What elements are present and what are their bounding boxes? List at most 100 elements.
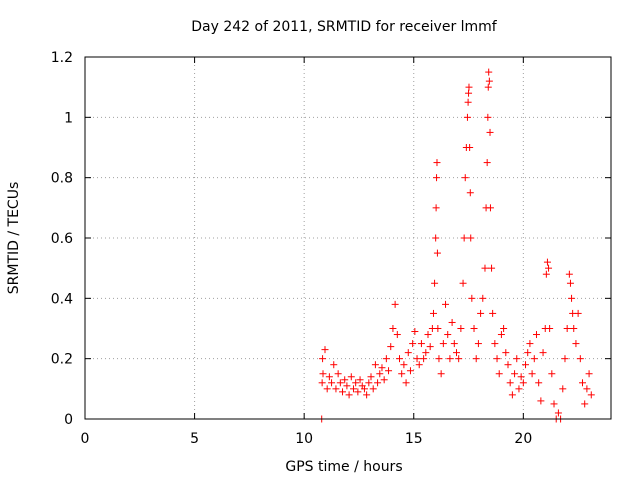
- data-point: [455, 355, 463, 363]
- data-point: [483, 159, 491, 167]
- y-tick-label: 0.6: [51, 231, 73, 247]
- data-point: [566, 279, 574, 287]
- data-point: [374, 379, 382, 387]
- data-point: [574, 309, 582, 317]
- data-point: [548, 370, 556, 378]
- data-point: [491, 340, 499, 348]
- data-point: [465, 89, 473, 97]
- data-point: [467, 234, 475, 242]
- y-axis-label: SRMTID / TECUs: [6, 182, 22, 295]
- data-point: [504, 361, 512, 369]
- data-point: [406, 367, 414, 375]
- data-point: [546, 325, 554, 332]
- data-point: [585, 370, 593, 378]
- data-point: [489, 309, 497, 317]
- data-point: [486, 204, 494, 212]
- data-point: [434, 325, 442, 332]
- data-point: [400, 361, 408, 369]
- data-point: [568, 294, 576, 302]
- data-point: [432, 204, 440, 212]
- data-point: [508, 391, 516, 399]
- data-point: [356, 376, 364, 384]
- data-point: [532, 331, 540, 339]
- data-point: [565, 270, 573, 278]
- x-tick-label: 0: [81, 431, 90, 447]
- data-point: [484, 83, 492, 91]
- data-point: [526, 340, 534, 348]
- data-point: [422, 349, 430, 357]
- x-axis-label: GPS time / hours: [285, 459, 402, 475]
- data-point: [424, 331, 432, 339]
- data-point: [442, 300, 450, 308]
- data-point: [563, 325, 571, 332]
- data-point: [435, 355, 443, 363]
- data-point: [321, 346, 329, 354]
- data-point: [459, 279, 467, 287]
- data-point: [537, 397, 545, 405]
- data-point: [481, 264, 489, 272]
- data-point: [561, 355, 569, 363]
- data-point: [328, 379, 336, 387]
- data-point: [457, 325, 465, 332]
- y-tick-label: 0.8: [51, 171, 73, 187]
- data-point: [466, 144, 474, 151]
- y-tick-label: 1.2: [51, 50, 73, 66]
- x-tick-label: 10: [295, 431, 313, 447]
- data-point: [452, 349, 460, 357]
- data-point: [559, 385, 567, 393]
- data-point: [581, 400, 589, 408]
- data-point: [543, 258, 551, 266]
- data-point: [502, 349, 510, 357]
- data-point: [460, 234, 468, 242]
- data-point: [420, 355, 428, 363]
- data-point: [387, 343, 395, 351]
- data-point: [349, 385, 357, 393]
- data-point: [378, 364, 386, 372]
- data-point: [367, 373, 375, 381]
- data-point: [319, 370, 327, 378]
- y-tick-label: 0.4: [51, 291, 73, 307]
- data-point: [385, 367, 393, 375]
- data-point: [550, 400, 558, 408]
- data-point: [319, 355, 327, 363]
- data-point: [472, 355, 480, 363]
- data-point: [446, 355, 454, 363]
- data-point: [474, 340, 482, 348]
- data-point: [488, 264, 496, 272]
- data-point: [431, 279, 439, 287]
- data-point: [468, 294, 476, 302]
- data-point: [545, 264, 553, 272]
- data-point: [396, 355, 404, 363]
- data-point: [519, 379, 527, 387]
- data-point: [437, 370, 445, 378]
- data-point: [369, 385, 377, 393]
- y-tick-label: 0: [64, 412, 73, 428]
- data-point: [417, 340, 425, 348]
- data-point: [415, 361, 423, 369]
- plot-frame: [84, 56, 612, 420]
- data-point: [426, 343, 434, 351]
- data-point: [572, 340, 580, 348]
- data-point: [522, 361, 530, 369]
- data-point: [570, 325, 578, 332]
- data-point: [579, 379, 587, 387]
- data-point: [493, 355, 501, 363]
- data-point: [411, 328, 419, 336]
- data-point: [404, 349, 412, 357]
- data-point: [433, 159, 441, 167]
- data-point: [371, 361, 379, 369]
- data-point: [389, 325, 397, 332]
- data-point: [463, 113, 471, 121]
- data-point: [576, 355, 584, 363]
- chart-title: Day 242 of 2011, SRMTID for receiver lmm…: [191, 19, 498, 35]
- data-point: [409, 340, 417, 348]
- data-point: [464, 98, 472, 106]
- data-point: [528, 370, 536, 378]
- data-point: [323, 385, 331, 393]
- data-point: [429, 309, 437, 317]
- data-point: [524, 349, 532, 357]
- data-points: [318, 68, 595, 423]
- data-point: [339, 388, 347, 396]
- data-point: [506, 379, 514, 387]
- data-point: [484, 113, 492, 121]
